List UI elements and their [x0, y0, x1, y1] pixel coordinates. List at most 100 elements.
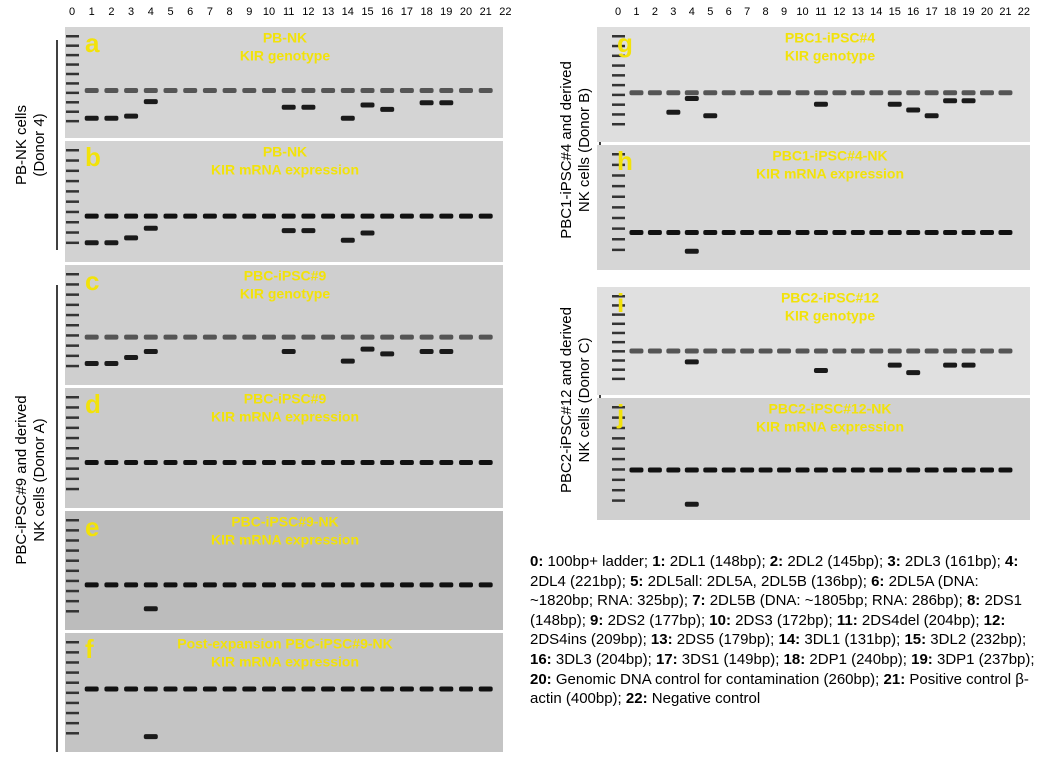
ladder-band [612, 206, 625, 209]
band [813, 90, 828, 96]
legend-key: 14: [778, 631, 801, 649]
ladder-band [66, 721, 79, 725]
ladder-band [66, 53, 79, 57]
band [703, 113, 718, 119]
lane-number: 3 [128, 6, 134, 18]
band [869, 348, 884, 354]
lane-number: 5 [707, 6, 713, 18]
legend-text: 2DS3 (172bp); [735, 611, 833, 629]
ladder-band [66, 519, 79, 522]
legend-text: 2DS1 (148bp); [530, 592, 1022, 629]
panel-title: PBC1-iPSC#4 [785, 30, 875, 46]
panel-title: PBC-iPSC#9 [244, 268, 327, 284]
legend-text: 2DL2 (145bp); [787, 553, 884, 570]
band [961, 98, 976, 104]
ladder-band [66, 82, 79, 85]
band [124, 88, 139, 94]
band [321, 460, 336, 465]
gel-panel [65, 633, 503, 752]
legend-key: 22: [625, 690, 648, 708]
ladder-band [612, 331, 625, 335]
ladder-band [612, 350, 625, 353]
band [380, 351, 395, 357]
band [980, 90, 994, 96]
lane-number: 0 [69, 6, 75, 18]
band [647, 348, 662, 354]
lane-number: 10 [796, 6, 808, 18]
lane-number: 17 [926, 6, 938, 18]
band [887, 348, 902, 354]
band [832, 467, 847, 473]
lane-number: 18 [420, 6, 432, 18]
band [340, 582, 355, 588]
panel-title: KIR mRNA expression [211, 409, 359, 425]
band [777, 90, 792, 96]
band [163, 213, 178, 219]
gel-panel [65, 511, 503, 630]
side-label: PBC1-iPSC#4 and derived [558, 61, 575, 239]
ladder-band [66, 711, 79, 715]
ladder-band [66, 119, 79, 123]
band [104, 115, 119, 121]
lane-number: 14 [870, 6, 882, 18]
ladder-band [612, 64, 625, 67]
band [943, 362, 958, 368]
side-label: NK cells (Donor A) [31, 418, 48, 541]
ladder-band [612, 35, 625, 38]
ladder-band [66, 91, 79, 95]
ladder-band [612, 113, 625, 116]
panel-letter: a [85, 28, 100, 58]
ladder-band [612, 437, 625, 440]
band [202, 88, 217, 94]
ladder-band [66, 691, 79, 695]
band [340, 88, 355, 94]
legend-text: 2DL5B (DNA: ~1805bp; RNA: 286bp); [709, 592, 963, 610]
lane-number: 7 [207, 6, 213, 18]
ladder-band [66, 426, 79, 430]
legend-text: Negative control [651, 690, 761, 708]
band [869, 90, 884, 96]
band [143, 460, 158, 465]
band [813, 348, 828, 354]
legend-key: 20: [530, 670, 552, 688]
band [943, 90, 958, 96]
legend-text: Positive control β-actin (400bp); [530, 670, 1029, 708]
legend-text: 3DL2 (232bp); [930, 631, 1027, 649]
ladder-band [612, 248, 625, 252]
legend-key: 16: [530, 650, 552, 668]
band [222, 582, 237, 588]
band [281, 213, 296, 219]
band [740, 90, 755, 96]
legend-key: 9: [590, 611, 604, 629]
band [143, 349, 158, 354]
band [998, 467, 1013, 473]
band [647, 230, 662, 235]
band [850, 230, 865, 235]
lane-number: 0 [615, 6, 621, 18]
band [850, 467, 865, 473]
lane-number: 8 [227, 6, 233, 18]
band [124, 460, 139, 465]
band [478, 334, 493, 340]
band [684, 248, 699, 254]
panel-title: PBC2-iPSC#12 [781, 290, 879, 306]
band [143, 213, 158, 219]
ladder-band [66, 589, 79, 593]
side-label: NK cells (Donor B) [576, 88, 593, 212]
panel-title: KIR mRNA expression [756, 419, 904, 435]
gel-panel [65, 27, 503, 138]
ladder-band [612, 478, 625, 482]
band [647, 467, 662, 473]
legend-key: 11: [836, 611, 858, 629]
ladder-band [612, 304, 625, 307]
band [684, 90, 699, 96]
ladder-band [66, 569, 79, 573]
ladder-band [66, 447, 79, 450]
band [459, 88, 473, 94]
band [777, 230, 792, 235]
ladder-band [66, 101, 79, 104]
band [340, 686, 355, 692]
lane-number: 1 [633, 6, 639, 18]
band [629, 230, 644, 235]
